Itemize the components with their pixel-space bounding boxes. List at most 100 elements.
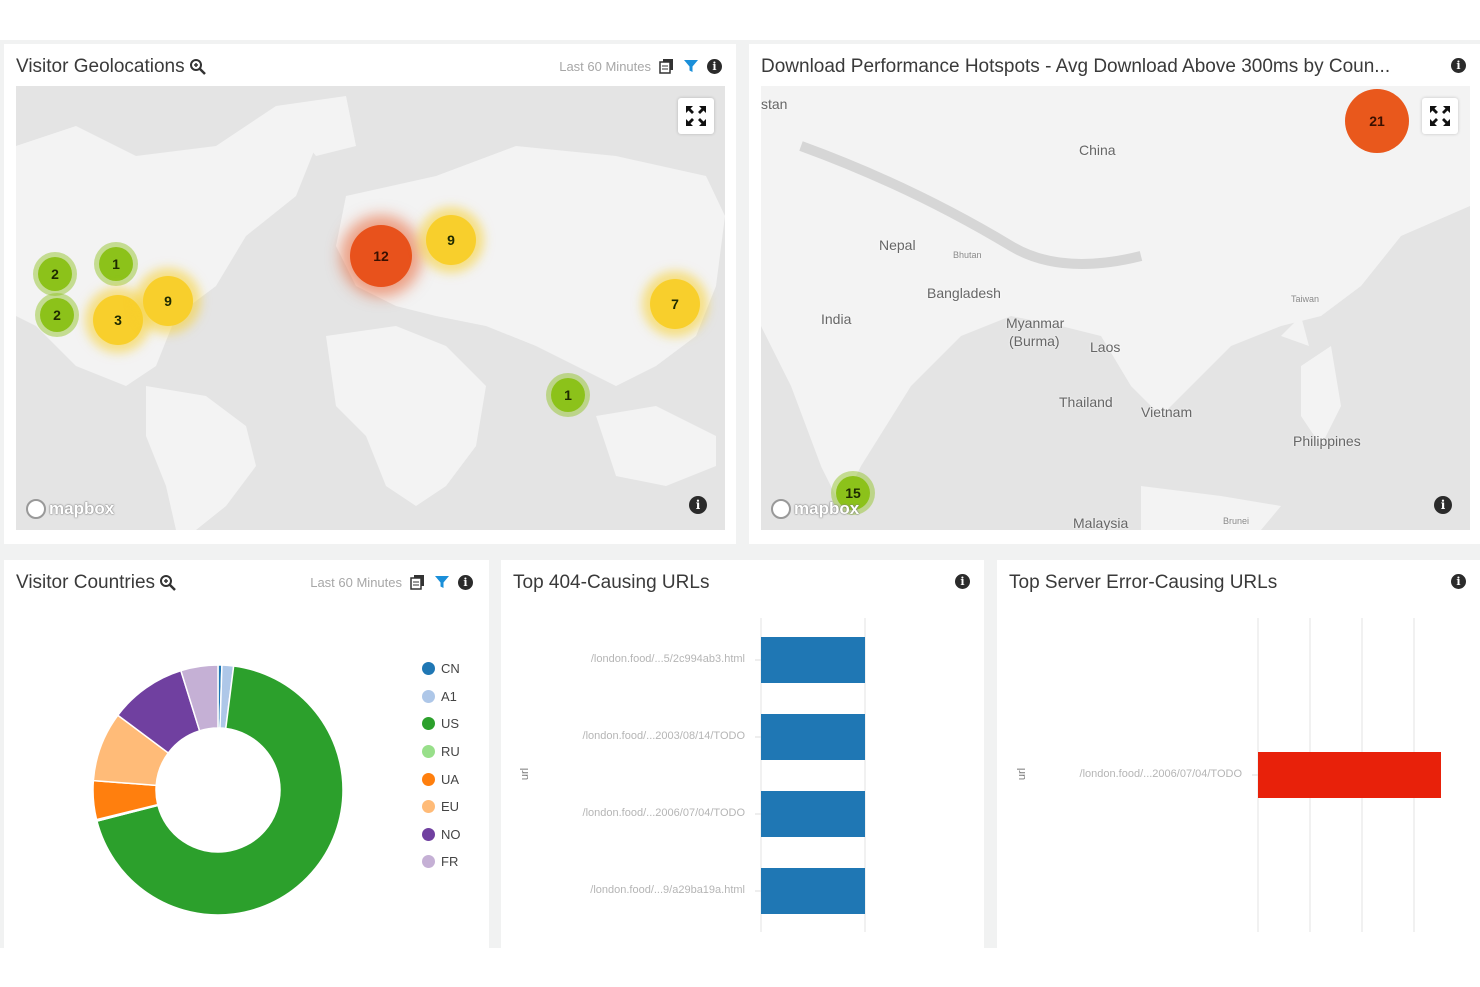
visitor-countries-panel: Visitor Countries Last 60 Minutes i CN A1…: [4, 560, 489, 948]
filter-icon[interactable]: [683, 58, 699, 74]
panel-title: Visitor Geolocations: [16, 56, 207, 78]
hotspot-cluster-green[interactable]: 15: [836, 476, 870, 510]
legend-item-fr[interactable]: FR: [422, 848, 461, 876]
y-axis-label: url: [519, 767, 532, 781]
panel-toolbar: i: [1451, 574, 1466, 589]
mapbox-logo-icon: [26, 499, 46, 519]
mapbox-text: mapbox: [794, 499, 860, 518]
place-label-stan: stan: [761, 96, 788, 112]
top-404-bar-chart[interactable]: /london.food/...5/2c994ab3.html/london.f…: [501, 560, 984, 948]
bar-category-label: /london.food/...2006/07/04/TODO: [582, 807, 745, 819]
geo-cluster-yellow[interactable]: 9: [426, 215, 476, 265]
hotspot-cluster-red[interactable]: 21: [1345, 89, 1409, 153]
donut-slice-fr[interactable]: [179, 664, 219, 732]
legend-label: UA: [441, 771, 460, 787]
copy-icon[interactable]: [410, 574, 426, 590]
time-range-label: Last 60 Minutes: [559, 58, 651, 74]
legend-item-cn[interactable]: CN: [422, 655, 461, 683]
donut-slice-us[interactable]: [96, 665, 344, 916]
bar[interactable]: [761, 714, 865, 760]
geo-cluster-yellow[interactable]: 9: [143, 276, 193, 326]
panel-title: Top 404-Causing URLs: [513, 572, 709, 594]
info-icon[interactable]: i: [707, 58, 722, 74]
panel-toolbar: i: [955, 574, 970, 589]
legend-item-ru[interactable]: RU: [422, 738, 461, 766]
bar[interactable]: [761, 637, 865, 683]
place-label-burma: (Burma): [1009, 333, 1060, 349]
panel-title: Download Performance Hotspots - Avg Down…: [761, 56, 1390, 78]
bar[interactable]: [761, 868, 865, 914]
legend-swatch: [422, 772, 435, 786]
bar[interactable]: [761, 791, 865, 837]
download-hotspots-title: Download Performance Hotspots - Avg Down…: [761, 56, 1391, 77]
legend-label: A1: [441, 688, 457, 704]
mapbox-attribution[interactable]: mapbox: [771, 499, 859, 519]
mapbox-attribution[interactable]: mapbox: [26, 499, 114, 519]
panel-toolbar: Last 60 Minutes i: [559, 58, 722, 74]
info-icon[interactable]: i: [1451, 58, 1466, 73]
time-range-label: Last 60 Minutes: [310, 574, 402, 590]
legend-label: FR: [441, 854, 459, 870]
legend-label: US: [441, 716, 460, 732]
expand-icon: [1430, 106, 1450, 126]
top-404-title: Top 404-Causing URLs: [513, 572, 710, 593]
panel-toolbar: Last 60 Minutes i: [310, 574, 473, 590]
legend-item-eu[interactable]: EU: [422, 793, 461, 821]
fullscreen-button[interactable]: [1422, 98, 1458, 134]
legend-swatch: [422, 717, 435, 731]
legend-item-us[interactable]: US: [422, 710, 461, 738]
search-zoom-icon[interactable]: [189, 58, 207, 76]
mapbox-text: mapbox: [49, 499, 115, 518]
geo-cluster-green[interactable]: 1: [99, 247, 133, 281]
copy-icon[interactable]: [659, 58, 675, 74]
visitor-countries-donut-chart[interactable]: [68, 640, 368, 940]
info-icon[interactable]: i: [955, 574, 970, 589]
place-label-nepal: Nepal: [879, 237, 916, 253]
place-label-taiwan: Taiwan: [1291, 294, 1320, 304]
place-label-brunei: Brunei: [1223, 516, 1250, 526]
map-info-icon[interactable]: i: [689, 496, 707, 514]
panel-toolbar: i: [1451, 58, 1466, 73]
geo-cluster-yellow[interactable]: 7: [650, 279, 700, 329]
place-label-myanmar: Myanmar: [1006, 315, 1065, 331]
search-zoom-icon[interactable]: [159, 574, 177, 592]
top-404-panel: Top 404-Causing URLs i /london.food/...5…: [501, 560, 984, 948]
bar-plot-area: [1252, 618, 1441, 932]
geo-cluster-green[interactable]: 2: [40, 298, 74, 332]
legend-swatch: [422, 855, 435, 869]
chart-legend: CN A1 US RU UA EU NO FR: [422, 655, 461, 876]
geo-cluster-green[interactable]: 2: [38, 257, 72, 291]
visitor-geolocations-title: Visitor Geolocations: [16, 56, 185, 77]
visitor-geolocations-panel: Visitor Geolocations Last 60 Minutes i 2…: [4, 44, 736, 544]
place-label-laos: Laos: [1090, 339, 1121, 355]
fullscreen-button[interactable]: [678, 98, 714, 134]
legend-swatch: [422, 662, 435, 676]
legend-swatch: [422, 745, 435, 759]
info-icon[interactable]: i: [1451, 574, 1466, 589]
legend-item-no[interactable]: NO: [422, 821, 461, 849]
info-icon[interactable]: i: [458, 574, 473, 590]
asia-landmass: [761, 86, 1470, 530]
bar-category-label: /london.food/...9/a29ba19a.html: [590, 884, 745, 896]
world-landmass: [16, 96, 725, 530]
geo-cluster-green[interactable]: 1: [551, 378, 585, 412]
bar[interactable]: [1258, 752, 1441, 798]
geo-cluster-yellow[interactable]: 3: [93, 295, 143, 345]
top-server-errors-bar-chart[interactable]: /london.food/...2006/07/04/TODO url: [997, 560, 1480, 948]
top-server-errors-title: Top Server Error-Causing URLs: [1009, 572, 1278, 593]
legend-label: NO: [441, 826, 461, 842]
top-server-errors-panel: Top Server Error-Causing URLs i /london.…: [997, 560, 1480, 948]
legend-swatch: [422, 827, 435, 841]
expand-icon: [686, 106, 706, 126]
legend-label: RU: [441, 744, 460, 760]
geo-cluster-red[interactable]: 12: [350, 225, 412, 287]
place-label-china: China: [1079, 142, 1116, 158]
filter-icon[interactable]: [434, 574, 450, 590]
geolocation-map[interactable]: 2 1 2 3 9 12 9 7 1 i mapbox: [16, 86, 725, 530]
legend-item-ua[interactable]: UA: [422, 765, 461, 793]
hotspot-map[interactable]: stan China Nepal Bhutan Bangladesh India…: [761, 86, 1470, 530]
mapbox-logo-icon: [771, 499, 791, 519]
map-info-icon[interactable]: i: [1434, 496, 1452, 514]
legend-item-a1[interactable]: A1: [422, 683, 461, 711]
place-label-bhutan: Bhutan: [953, 250, 982, 260]
